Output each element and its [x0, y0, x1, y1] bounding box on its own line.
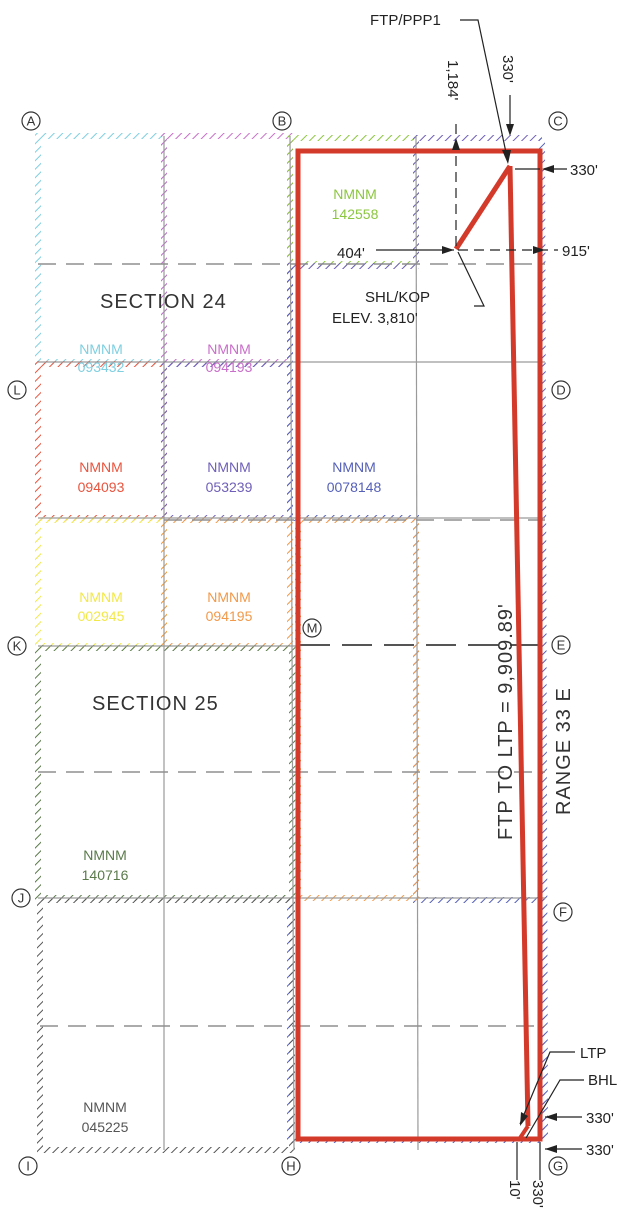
tract-outline-094193: [161, 133, 293, 365]
corner-B: B: [272, 111, 292, 131]
corner-F: F: [553, 902, 573, 922]
dim-330-right: 330': [570, 162, 598, 179]
dim-330-bottom: 330': [529, 1180, 546, 1208]
tract-002945-name: NMNM: [79, 589, 123, 605]
tract-045225-name: NMNM: [83, 1099, 127, 1115]
callouts: FTP/PPP1 330' 1,184' 330' 404' 915' SHL/…: [332, 12, 617, 1208]
dim-330-bhl: 330': [586, 1142, 614, 1159]
dim-404: 404': [337, 245, 365, 262]
tract-outline-094195-east: [295, 517, 419, 901]
elev-callout: ELEV. 3,810': [332, 310, 418, 327]
dim-10: 10': [506, 1180, 523, 1200]
tract-outline-094195: [161, 517, 293, 649]
lateral-line: [507, 165, 531, 1127]
tract-140716-name: NMNM: [83, 847, 127, 863]
tract-140716-number: 140716: [82, 867, 129, 883]
svg-text:I: I: [26, 1159, 30, 1174]
svg-text:B: B: [278, 114, 287, 129]
tract-142558-name: NMNM: [333, 186, 377, 202]
well-path: [295, 148, 543, 1142]
tract-002945-number: 002945: [78, 608, 125, 624]
svg-text:A: A: [27, 114, 36, 129]
corner-L: L: [7, 380, 27, 400]
tract-094093-number: 094093: [78, 479, 125, 495]
tract-053239-name: NMNM: [207, 459, 251, 475]
svg-text:J: J: [18, 891, 25, 906]
svg-text:M: M: [307, 621, 318, 636]
dim-330-ltp: 330': [586, 1110, 614, 1127]
corner-A: A: [21, 111, 41, 131]
dim-330-top: 330': [499, 55, 516, 83]
svg-text:D: D: [556, 383, 565, 398]
ltp-callout: LTP: [580, 1045, 606, 1062]
tract-094195-name: NMNM: [207, 589, 251, 605]
corner-C: C: [548, 111, 568, 131]
corner-E: E: [551, 635, 571, 655]
tract-093432-number: 093432: [78, 359, 125, 375]
corner-K: K: [7, 636, 27, 656]
tract-0078148-name: NMNM: [332, 459, 376, 475]
section-25-label: SECTION 25: [92, 693, 219, 715]
tract-outline-093432: [35, 133, 167, 365]
svg-text:H: H: [286, 1159, 295, 1174]
tract-053239-number: 053239: [206, 479, 253, 495]
tract-045225-number: 045225: [82, 1119, 129, 1135]
range-label: RANGE 33 E: [553, 687, 575, 815]
corner-J: J: [11, 888, 31, 908]
dim-1184: 1,184': [444, 60, 461, 101]
svg-text:K: K: [13, 639, 22, 654]
tract-outline-140716: [35, 645, 295, 901]
tract-094193-number: 094193: [206, 359, 253, 375]
curve-line: [453, 164, 513, 251]
tract-094193-name: NMNM: [207, 341, 251, 357]
bhl-tail: [518, 1124, 530, 1140]
tract-labels: NMNM 142558 NMNM 093432 NMNM 094193 NMNM…: [78, 186, 382, 1135]
corner-markers: A B C L D K M E J F I H G: [7, 111, 573, 1176]
ftp-callout: FTP/PPP1: [370, 12, 441, 29]
section-24-label: SECTION 24: [100, 291, 227, 313]
corner-H: H: [281, 1156, 301, 1176]
tract-094195-number: 094195: [206, 608, 253, 624]
tract-093432-name: NMNM: [79, 341, 123, 357]
tract-094093-name: NMNM: [79, 459, 123, 475]
svg-text:C: C: [553, 114, 562, 129]
corner-G: G: [548, 1156, 568, 1176]
corner-D: D: [551, 380, 571, 400]
tract-0078148-number: 0078148: [327, 479, 382, 495]
bhl-callout: BHL: [588, 1072, 617, 1089]
quarter-grid: [38, 135, 545, 1151]
project-area: [295, 148, 543, 1142]
tract-outline-002945: [35, 517, 167, 649]
svg-text:G: G: [553, 1159, 563, 1174]
lateral-length-label: FTP TO LTP = 9,909.89': [495, 603, 517, 840]
tract-outline-045225: [37, 897, 295, 1153]
svg-text:F: F: [559, 905, 567, 920]
dim-915: 915': [562, 243, 590, 260]
corner-I: I: [18, 1156, 38, 1176]
svg-text:E: E: [557, 638, 566, 653]
svg-text:L: L: [13, 383, 20, 398]
tract-142558-number: 142558: [332, 206, 379, 222]
shl-callout: SHL/KOP: [365, 289, 430, 306]
corner-M: M: [302, 618, 322, 638]
